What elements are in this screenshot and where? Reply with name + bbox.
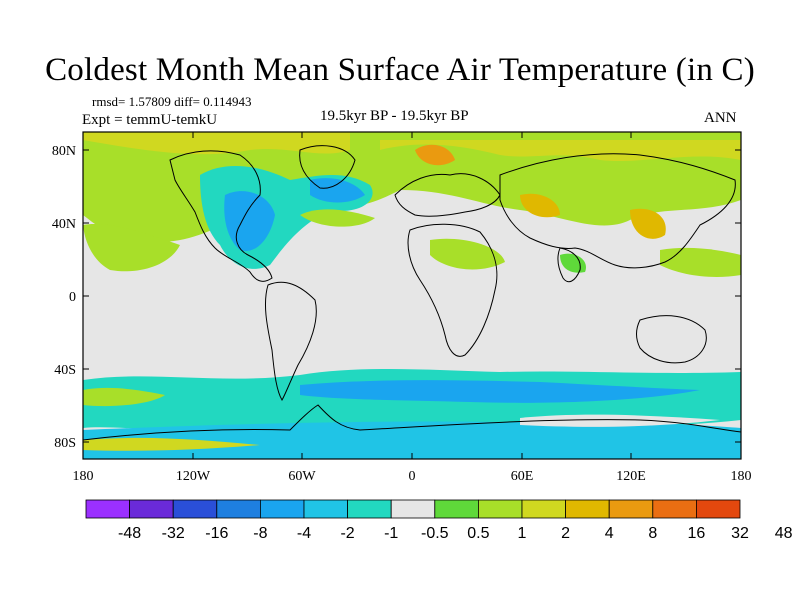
coast-europe (394, 173, 501, 217)
lon-tick-180w: 180 (73, 469, 94, 484)
lon-tick-60e: 60E (511, 469, 534, 484)
lon-tick-0: 0 (409, 469, 416, 484)
coast-greenland (299, 145, 356, 189)
temperature-field (83, 132, 741, 459)
warm-spot-central-asia (520, 193, 560, 218)
warm-patch-south-pacific (83, 387, 165, 407)
colorbar-label: -4 (297, 525, 311, 542)
cold-zone-labrador-sea (310, 178, 365, 203)
lon-tick-120w: 120W (176, 469, 211, 484)
colorbar-swatch (565, 499, 610, 519)
colorbar-swatch (347, 499, 392, 519)
coast-india (557, 247, 581, 283)
colorbar-swatch (477, 499, 523, 519)
cold-core-southern-ocean (300, 380, 700, 403)
lon-tick-120e: 120E (616, 469, 646, 484)
colorbar-swatch (434, 499, 479, 519)
colorbar-swatch (172, 499, 218, 519)
warm-zone-arctic (83, 132, 350, 155)
colorbar-label: 1 (518, 525, 527, 542)
colorbar-swatch (652, 499, 697, 519)
coastlines (83, 145, 741, 441)
colorbar-swatch (129, 499, 174, 519)
lat-tick-0: 0 (69, 290, 76, 305)
lon-tick-60w: 60W (288, 469, 316, 484)
warm-band-mid-atlantic (300, 209, 375, 227)
warm-zone-north-pacific (83, 224, 180, 272)
warm-spot-east-asia (630, 208, 666, 239)
colorbar-labels: -48 -32 -16 -8 -4 -2 -1 -0.5 0.5 1 2 4 8 16 32 48 (118, 525, 793, 542)
colorbar-label: -48 (118, 525, 141, 542)
cold-zone-eastern-north-america (224, 191, 275, 251)
colorbar-label: 48 (775, 525, 793, 542)
rmsd-diff-stats: rmsd= 1.57809 diff= 0.114943 (92, 94, 252, 109)
colorbar-swatch (696, 499, 741, 519)
lat-tick-40n: 40N (52, 217, 76, 232)
colorbar (85, 499, 741, 519)
colorbar-label: -8 (253, 525, 267, 542)
colorbar-label: -2 (340, 525, 354, 542)
warm-zone-west-pacific (660, 247, 741, 277)
colorbar-swatch (303, 499, 348, 519)
colorbar-label: 4 (605, 525, 614, 542)
lat-tick-80n: 80N (52, 144, 76, 159)
colorbar-label: 16 (688, 525, 706, 542)
neutral-band-antarctic-coast (520, 414, 720, 427)
coast-north-america (169, 150, 273, 282)
colorbar-label: 0.5 (467, 525, 489, 542)
colorbar-label: -32 (162, 525, 185, 542)
colorbar-label: 2 (561, 525, 570, 542)
warm-zone-north-africa (430, 238, 505, 270)
lat-tick-80s: 80S (54, 436, 76, 451)
coast-south-america (264, 281, 317, 401)
colorbar-label: 32 (731, 525, 749, 542)
plot-title: Coldest Month Mean Surface Air Temperatu… (45, 52, 755, 88)
coast-africa (407, 223, 498, 357)
colorbar-swatch (216, 499, 261, 519)
colorbar-label: -1 (384, 525, 398, 542)
warm-spot-scandinavia (415, 144, 455, 166)
colorbar-swatch (85, 499, 130, 519)
colorbar-label: -16 (205, 525, 228, 542)
lat-tick-40s: 40S (54, 363, 76, 378)
warm-spot-arabia (560, 253, 586, 273)
coast-antarctica (83, 404, 741, 441)
season-label: ANN (704, 110, 737, 126)
colorbar-swatch (259, 499, 305, 519)
colorbar-label: 8 (648, 525, 657, 542)
cold-zone-antarctica (83, 421, 741, 459)
experiment-label: Expt = temmU-temkU (82, 112, 218, 128)
longitude-axis: 180 120W 60W 0 60E 120E 180 (73, 132, 752, 484)
colorbar-swatch (390, 499, 436, 519)
colorbar-label: -0.5 (421, 525, 449, 542)
coast-australia (636, 315, 707, 364)
coast-asia (499, 153, 736, 269)
lon-tick-180e: 180 (731, 469, 752, 484)
colorbar-swatch (521, 499, 566, 519)
warm-zone-eurasia (380, 140, 741, 162)
period-label: 19.5kyr BP - 19.5kyr BP (320, 108, 469, 124)
colorbar-swatch (608, 499, 654, 519)
latitude-axis: 80N 40N 0 40S 80S (52, 144, 741, 451)
warm-patch-ross-sea (83, 437, 260, 451)
